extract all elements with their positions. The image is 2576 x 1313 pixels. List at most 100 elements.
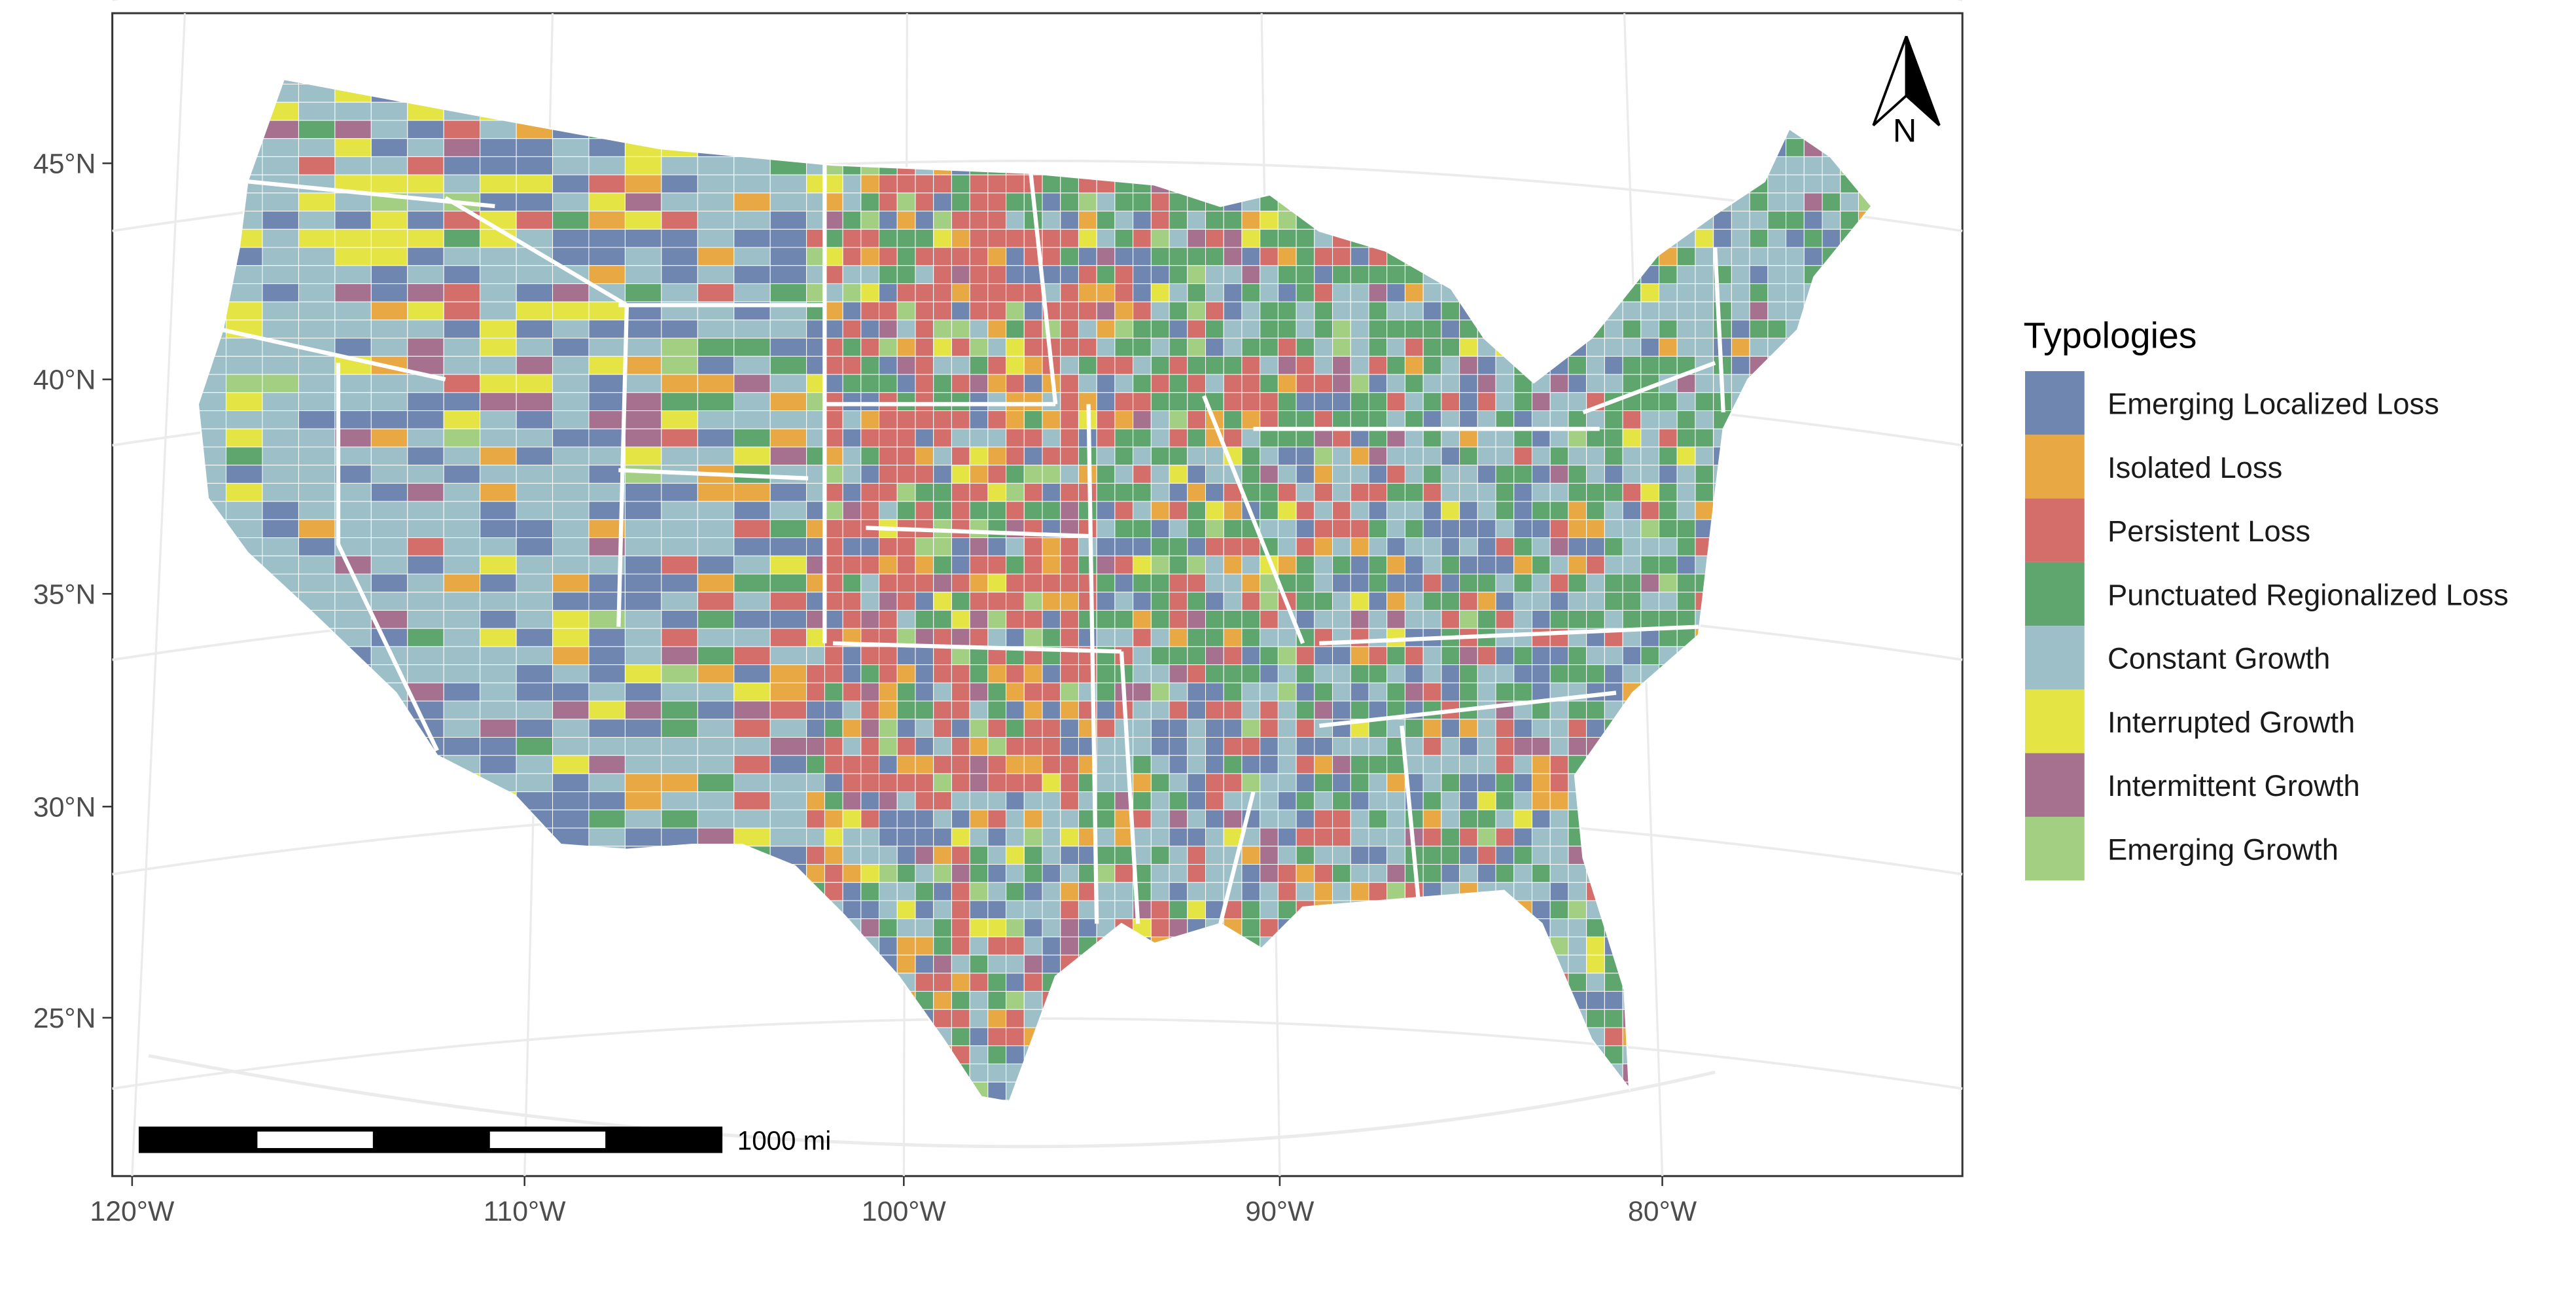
county xyxy=(1386,827,1405,847)
county xyxy=(915,755,934,774)
county xyxy=(987,628,1007,647)
county xyxy=(1350,555,1369,575)
county xyxy=(1314,864,1333,883)
county xyxy=(1150,410,1170,429)
county xyxy=(1549,664,1569,683)
county xyxy=(1042,791,1061,810)
county xyxy=(915,628,934,647)
county xyxy=(733,809,771,829)
county xyxy=(1314,555,1333,575)
county xyxy=(987,211,1007,230)
county xyxy=(661,519,698,539)
county xyxy=(951,609,970,629)
county xyxy=(661,628,698,647)
county xyxy=(1622,355,1642,375)
county xyxy=(1133,482,1152,502)
county xyxy=(860,374,880,393)
county xyxy=(1023,809,1043,829)
county xyxy=(1749,228,1769,248)
county xyxy=(1368,755,1388,774)
county xyxy=(987,501,1007,520)
county xyxy=(1786,247,1805,266)
county xyxy=(842,338,862,357)
county xyxy=(298,228,336,248)
county xyxy=(1205,791,1224,810)
county xyxy=(1640,646,1660,666)
county xyxy=(733,736,771,756)
county xyxy=(915,446,934,466)
county xyxy=(1422,446,1442,466)
county xyxy=(1260,646,1279,666)
county xyxy=(1060,410,1079,429)
county xyxy=(733,519,771,539)
county xyxy=(370,392,408,412)
county xyxy=(1422,592,1442,611)
county xyxy=(951,265,970,284)
county xyxy=(1187,355,1206,375)
county xyxy=(1277,355,1297,375)
county xyxy=(1169,192,1188,212)
county xyxy=(588,192,626,212)
county xyxy=(697,265,735,284)
county xyxy=(1042,392,1061,412)
county xyxy=(1568,736,1587,756)
county xyxy=(480,156,517,175)
county xyxy=(370,338,408,357)
county xyxy=(824,428,843,448)
county xyxy=(661,827,698,847)
county xyxy=(1114,628,1134,647)
county xyxy=(1060,392,1079,412)
county xyxy=(1133,773,1152,793)
county xyxy=(1695,228,1714,248)
county xyxy=(769,719,807,738)
county xyxy=(824,519,843,539)
county xyxy=(1731,338,1750,357)
county xyxy=(896,882,916,901)
county xyxy=(1169,609,1188,629)
county xyxy=(1006,936,1025,956)
county xyxy=(1368,791,1388,810)
county xyxy=(480,301,517,321)
county xyxy=(516,736,554,756)
county xyxy=(842,736,862,756)
county xyxy=(1604,355,1623,375)
county xyxy=(1659,482,1678,502)
county xyxy=(769,646,807,666)
county xyxy=(480,410,517,429)
county xyxy=(1205,555,1224,575)
county xyxy=(1676,265,1696,284)
county xyxy=(1731,265,1750,284)
county xyxy=(1114,301,1134,321)
county xyxy=(842,428,862,448)
county xyxy=(896,609,916,629)
county xyxy=(697,247,735,266)
county xyxy=(1096,555,1116,575)
county xyxy=(1822,211,1841,230)
county xyxy=(1314,682,1333,702)
county xyxy=(860,646,880,666)
county xyxy=(1114,864,1134,883)
county xyxy=(370,174,408,194)
county xyxy=(1096,428,1116,448)
county xyxy=(1314,537,1333,556)
county xyxy=(769,519,807,539)
county xyxy=(1241,465,1261,484)
county xyxy=(1659,501,1678,520)
county xyxy=(969,301,989,321)
county xyxy=(1604,1027,1623,1047)
county xyxy=(1531,501,1551,520)
county xyxy=(1205,465,1224,484)
county xyxy=(1422,827,1442,847)
county xyxy=(1169,846,1188,865)
county xyxy=(1023,392,1043,412)
county xyxy=(1006,592,1025,611)
county xyxy=(1568,592,1587,611)
county xyxy=(1241,700,1261,720)
county xyxy=(1549,773,1569,793)
county xyxy=(697,646,735,666)
county xyxy=(552,192,590,212)
county xyxy=(1042,501,1061,520)
y-tick-label: 30°N xyxy=(33,791,96,823)
county xyxy=(1386,864,1405,883)
county xyxy=(407,228,444,248)
